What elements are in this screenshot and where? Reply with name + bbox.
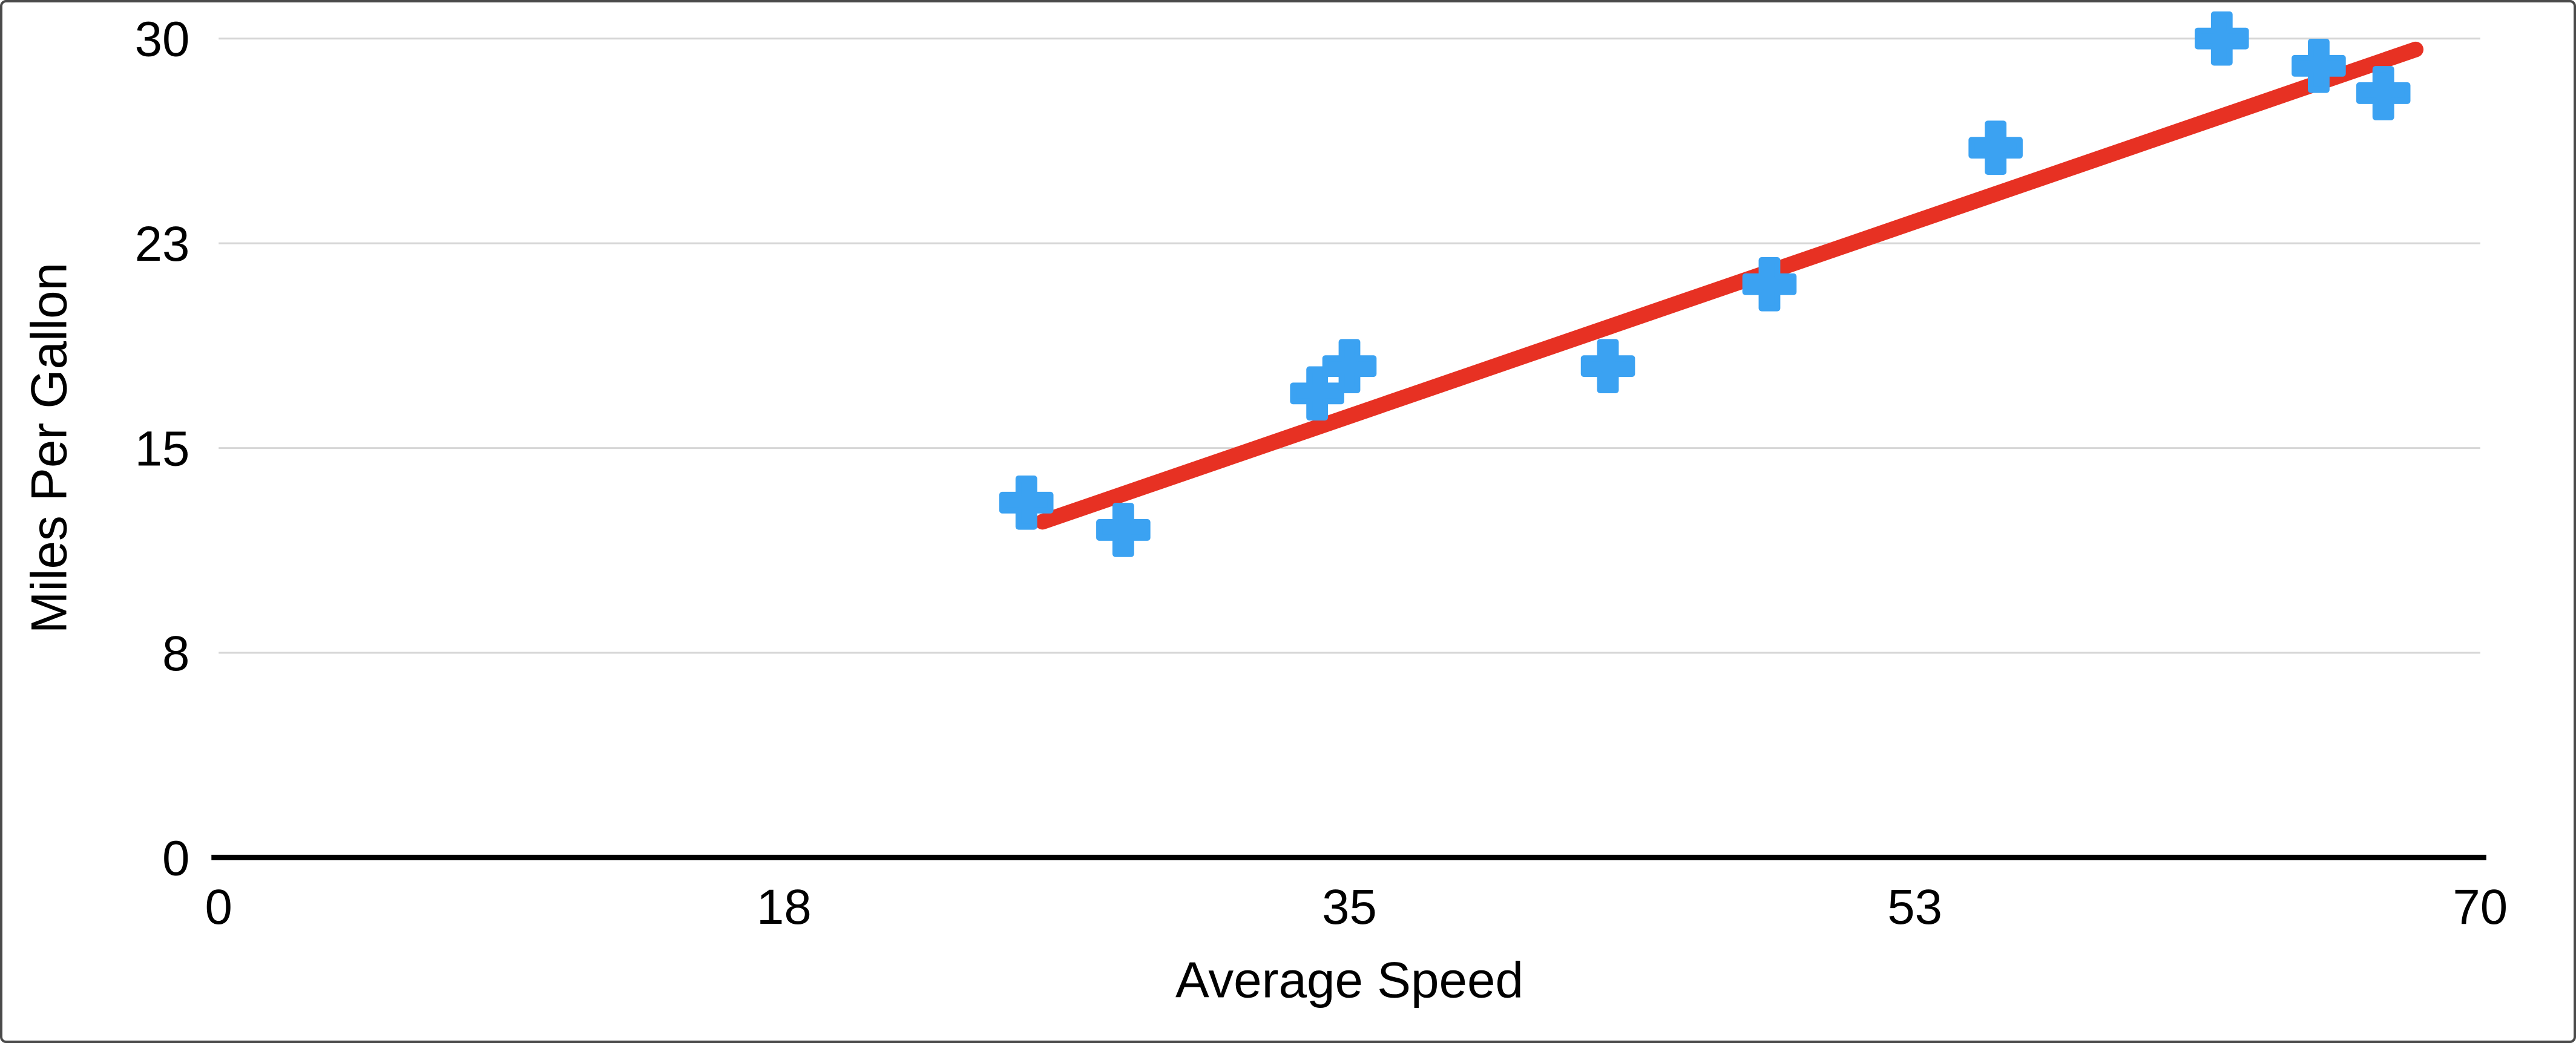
scatter-point-marker: [999, 476, 1054, 530]
x-tick-label: 53: [1887, 880, 1942, 935]
y-tick-label: 23: [135, 217, 190, 272]
x-tick-label: 35: [1322, 880, 1377, 935]
scatter-point-marker: [1580, 339, 1635, 393]
gridlines: [218, 38, 2480, 654]
scatter-point-marker: [1968, 120, 2023, 175]
scatter-point-marker: [1096, 503, 1151, 557]
y-tick-label: 8: [162, 626, 189, 681]
x-tick-label: 0: [205, 880, 232, 935]
x-axis-title: Average Speed: [1175, 951, 1523, 1008]
y-axis-tick-labels: 0 8 15 23 30: [135, 12, 190, 886]
y-tick-label: 30: [135, 12, 190, 67]
y-axis-title: Miles Per Gallon: [20, 263, 77, 633]
x-axis-tick-labels: 0 18 35 53 70: [205, 880, 2508, 935]
y-tick-label: 0: [162, 831, 189, 886]
scatter-point-marker: [1290, 366, 1344, 421]
scatter-point-marker: [1742, 257, 1797, 312]
data-points: [999, 11, 2411, 557]
x-tick-label: 18: [757, 880, 812, 935]
scatter-point-marker: [2356, 66, 2411, 120]
scatter-point-marker: [1322, 339, 1377, 393]
y-tick-label: 15: [135, 421, 190, 476]
scatter-point-marker: [2194, 11, 2249, 66]
scatter-point-marker: [2292, 39, 2346, 93]
trendline: [1034, 41, 2423, 530]
x-tick-label: 70: [2453, 880, 2508, 935]
